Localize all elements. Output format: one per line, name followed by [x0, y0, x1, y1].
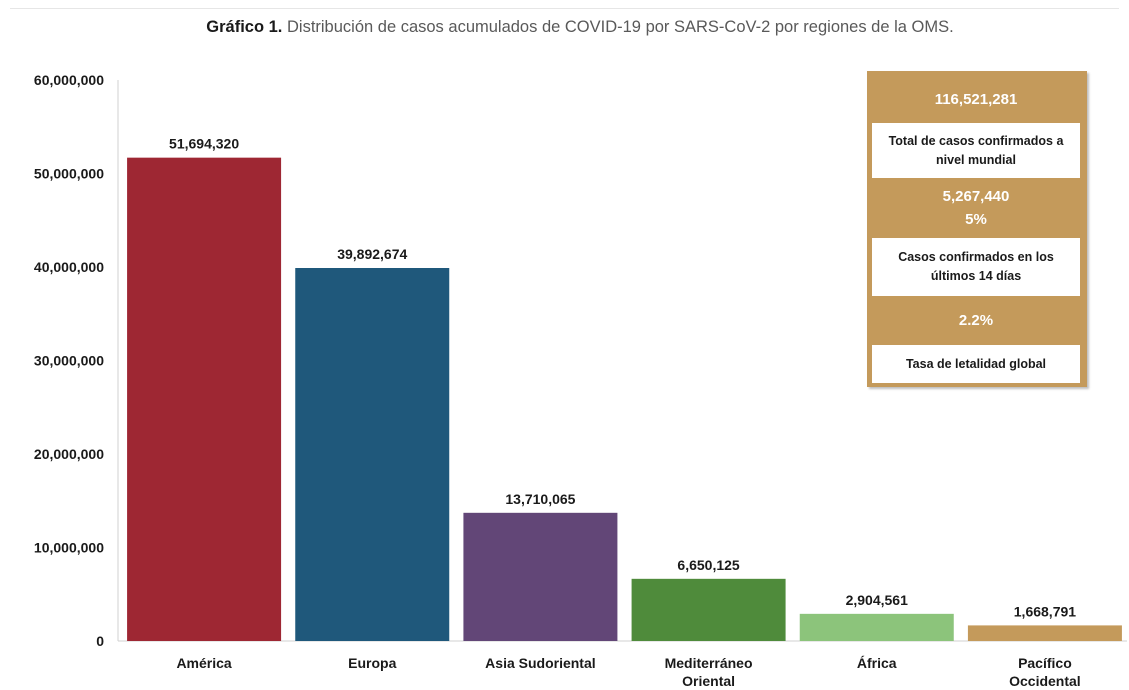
category-label: África — [857, 655, 897, 671]
category-label: Mediterráneo Oriental — [665, 655, 753, 689]
y-tick-label: 60,000,000 — [34, 72, 104, 88]
category-label: Europa — [348, 655, 396, 671]
recent-cases-percent: 5% — [965, 211, 987, 228]
data-label: 51,694,320 — [169, 136, 239, 152]
bar — [295, 268, 450, 641]
recent-cases-block: 5,267,440 5% — [872, 178, 1080, 238]
total-cases-value: 116,521,281 — [934, 90, 1018, 108]
total-cases-label: Total de casos confirmados a nivel mundi… — [872, 123, 1080, 178]
bar — [127, 157, 282, 641]
lethality-value: 2.2% — [958, 312, 994, 329]
y-tick-label: 10,000,000 — [34, 540, 104, 556]
top-divider — [10, 8, 1119, 9]
y-tick-label: 40,000,000 — [34, 259, 104, 275]
y-tick-label: 50,000,000 — [34, 166, 104, 182]
data-label: 6,650,125 — [677, 557, 739, 573]
data-label: 13,710,065 — [505, 491, 575, 507]
bar — [463, 512, 618, 641]
bar — [631, 578, 786, 641]
summary-box: 116,521,281 Total de casos confirmados a… — [867, 71, 1087, 387]
category-label: América — [176, 655, 231, 671]
chart-title: Gráfico 1. Distribución de casos acumula… — [150, 17, 1010, 38]
chart-title-text: Distribución de casos acumulados de COVI… — [286, 18, 954, 36]
y-tick-label: 30,000,000 — [34, 353, 104, 369]
data-label: 39,892,674 — [337, 246, 407, 262]
category-label: Asia Sudoriental — [485, 655, 595, 671]
recent-cases-value: 5,267,440 — [942, 188, 1010, 205]
recent-cases-label: Casos confirmados en los últimos 14 días — [872, 238, 1080, 296]
category-label: Pacífico Occidental — [1009, 655, 1081, 689]
lethality-label: Tasa de letalidad global — [872, 345, 1080, 383]
bar — [799, 613, 954, 641]
data-label: 1,668,791 — [1014, 603, 1076, 619]
y-tick-label: 0 — [96, 633, 104, 649]
data-label: 2,904,561 — [846, 592, 908, 608]
bar — [967, 625, 1122, 641]
chart-title-lead: Gráfico 1. — [206, 18, 283, 36]
y-tick-label: 20,000,000 — [34, 446, 104, 462]
